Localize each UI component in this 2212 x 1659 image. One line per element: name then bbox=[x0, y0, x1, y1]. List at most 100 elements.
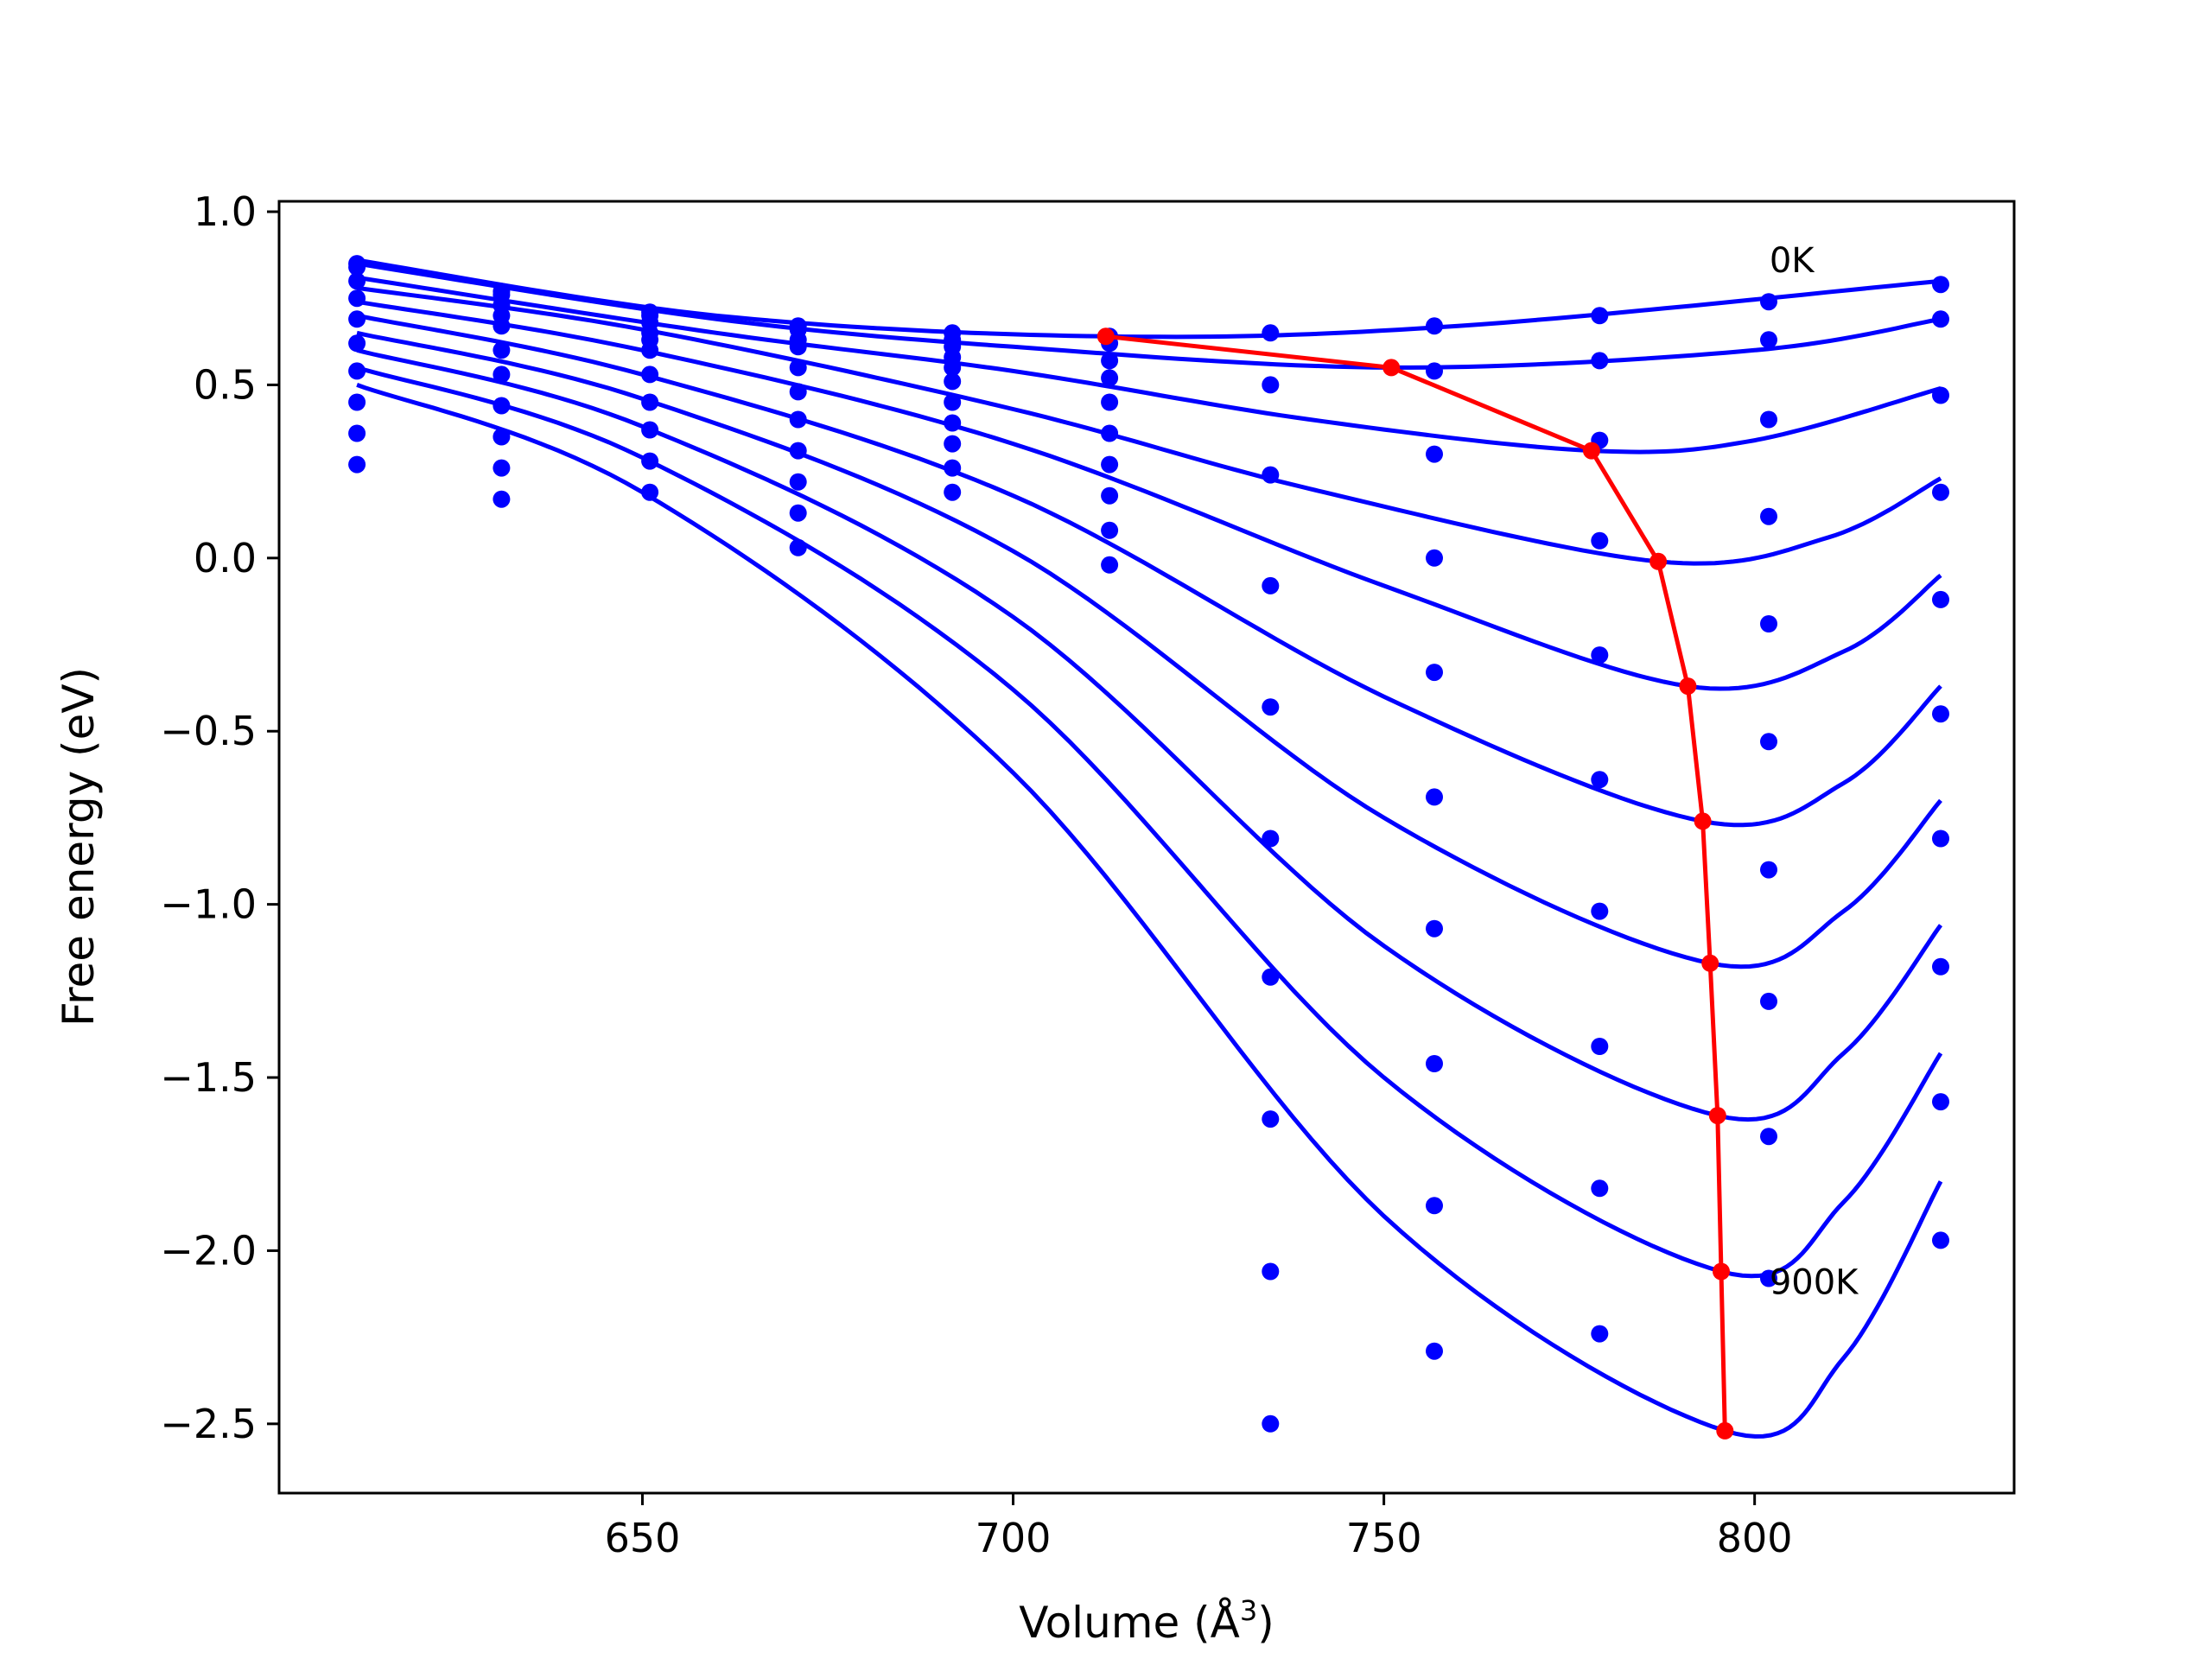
data-point bbox=[1101, 369, 1119, 387]
data-point bbox=[348, 289, 366, 308]
data-point bbox=[1426, 1342, 1443, 1360]
data-point bbox=[1262, 466, 1280, 484]
data-point bbox=[1591, 1179, 1609, 1198]
data-point bbox=[493, 341, 511, 359]
minimum-point bbox=[1716, 1421, 1734, 1440]
data-point bbox=[641, 393, 659, 411]
minimum-point bbox=[1649, 552, 1668, 570]
data-point bbox=[1760, 861, 1777, 879]
data-point bbox=[1426, 362, 1443, 380]
minimum-point bbox=[1701, 954, 1719, 972]
data-point bbox=[944, 372, 962, 391]
x-axis-ticks: 650 700 750 800 bbox=[605, 1493, 1793, 1561]
data-point bbox=[1426, 1055, 1443, 1072]
data-point bbox=[1932, 957, 1949, 976]
data-point bbox=[493, 365, 511, 384]
data-point bbox=[1760, 992, 1777, 1010]
data-point bbox=[789, 338, 807, 356]
data-point bbox=[1101, 521, 1119, 539]
data-point bbox=[1426, 1197, 1443, 1215]
data-point bbox=[789, 383, 807, 401]
data-point bbox=[1760, 733, 1777, 751]
y-tick-label: −1.0 bbox=[160, 881, 257, 928]
y-tick-label: 0.0 bbox=[194, 535, 257, 582]
data-point bbox=[1101, 352, 1119, 370]
plot-frame bbox=[277, 200, 2016, 1495]
data-point bbox=[789, 410, 807, 429]
data-point bbox=[944, 393, 962, 411]
data-point bbox=[1932, 276, 1949, 294]
data-point bbox=[1932, 310, 1949, 328]
data-point bbox=[1101, 556, 1119, 574]
data-point bbox=[1591, 1038, 1609, 1055]
data-point bbox=[1760, 410, 1777, 429]
data-point bbox=[348, 258, 366, 276]
x-tick-label: 800 bbox=[1717, 1515, 1793, 1561]
data-point bbox=[1591, 771, 1609, 789]
data-point bbox=[1760, 507, 1777, 525]
data-point bbox=[1932, 705, 1949, 723]
fit-curve-200K bbox=[356, 275, 1942, 454]
minima-line bbox=[1096, 327, 1734, 1440]
data-point bbox=[1591, 902, 1609, 920]
minima-path bbox=[1105, 334, 1727, 1431]
y-tick-label: 1.0 bbox=[194, 188, 257, 235]
data-point bbox=[944, 459, 962, 477]
y-tick-label: −2.0 bbox=[160, 1227, 257, 1274]
data-point bbox=[1760, 293, 1777, 311]
data-point bbox=[1932, 483, 1949, 501]
data-point bbox=[1426, 317, 1443, 335]
data-point bbox=[1591, 646, 1609, 664]
data-point bbox=[641, 421, 659, 439]
data-point bbox=[493, 317, 511, 335]
y-tick-label: −0.5 bbox=[160, 708, 257, 754]
minimum-point bbox=[1679, 677, 1697, 696]
annotation-label: 900K bbox=[1770, 1263, 1859, 1303]
data-point bbox=[1262, 698, 1280, 716]
data-point bbox=[1760, 1269, 1777, 1287]
data-point bbox=[1932, 1231, 1949, 1249]
data-point bbox=[1426, 788, 1443, 806]
data-point bbox=[1932, 830, 1949, 848]
y-tick-label: 0.5 bbox=[194, 361, 257, 408]
data-point bbox=[1591, 307, 1609, 325]
data-point bbox=[1591, 352, 1609, 370]
data-point bbox=[1591, 1325, 1609, 1343]
data-point bbox=[1426, 664, 1443, 682]
data-point bbox=[944, 435, 962, 453]
data-points bbox=[348, 255, 1949, 1433]
annotation-label: 0K bbox=[1770, 241, 1815, 281]
data-point bbox=[1262, 968, 1280, 986]
data-point bbox=[789, 504, 807, 522]
data-point bbox=[348, 272, 366, 290]
data-point bbox=[348, 393, 366, 411]
data-point bbox=[944, 483, 962, 501]
data-point bbox=[1426, 549, 1443, 567]
data-point bbox=[1262, 576, 1280, 594]
data-point bbox=[1760, 1128, 1777, 1146]
data-point bbox=[1262, 1262, 1280, 1281]
data-point bbox=[1426, 919, 1443, 938]
data-point bbox=[641, 483, 659, 501]
y-tick-label: −2.5 bbox=[160, 1401, 257, 1447]
data-point bbox=[789, 359, 807, 377]
data-point bbox=[789, 473, 807, 491]
data-point bbox=[1760, 615, 1777, 632]
y-axis-ticks: 1.0 0.5 0.0 −0.5 −1.0 −1.5 −2.0 −2.5 bbox=[160, 188, 279, 1447]
x-tick-label: 650 bbox=[605, 1515, 681, 1561]
data-point bbox=[1101, 424, 1119, 442]
annotations: 0K 900K bbox=[1770, 241, 1859, 1302]
minimum-point bbox=[1708, 1107, 1726, 1125]
minimum-point bbox=[1713, 1262, 1730, 1281]
minimum-point bbox=[1694, 812, 1712, 830]
data-point bbox=[1101, 455, 1119, 474]
data-point bbox=[493, 459, 511, 477]
data-point bbox=[789, 538, 807, 556]
data-point bbox=[493, 490, 511, 508]
minimum-point bbox=[1096, 327, 1115, 346]
data-point bbox=[348, 424, 366, 442]
data-point bbox=[1101, 393, 1119, 411]
data-point bbox=[348, 310, 366, 328]
